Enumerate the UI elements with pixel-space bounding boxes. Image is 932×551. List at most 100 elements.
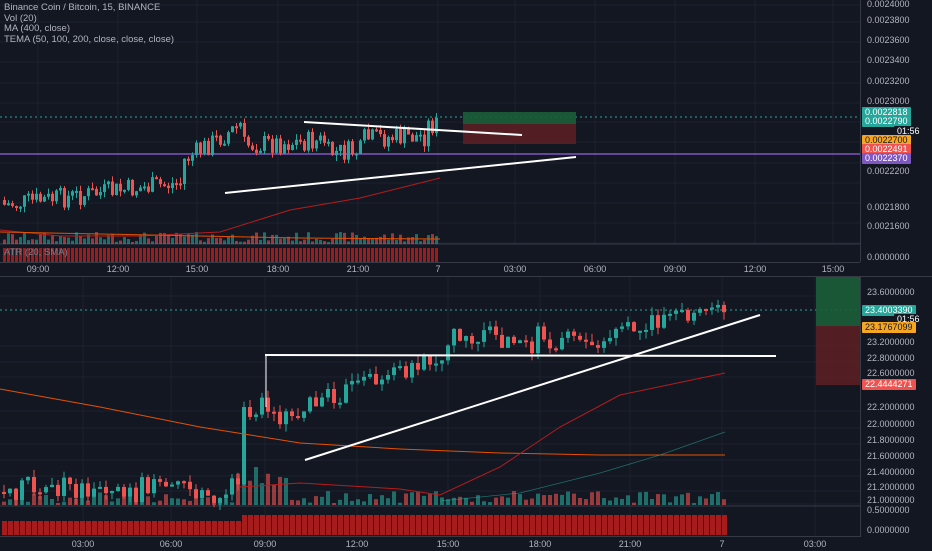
atr-bar [251,248,254,262]
atr-bar [290,515,295,535]
volume-bar [411,237,414,244]
volume-bar [140,502,144,505]
bottom-price-axis[interactable]: 23.6000000 23.2000000 22.8000000 22.6000… [860,276,932,537]
candle-body [367,129,370,140]
candle-body [343,144,346,160]
indicator-vol[interactable]: Vol (20) [4,12,37,24]
top-price-axis[interactable]: 0.0024000 0.0023800 0.0023600 0.0023400 … [860,0,932,262]
atr-bar [488,515,493,535]
candle-body [44,487,48,493]
volume-bar [15,239,18,244]
volume-bar [686,492,690,505]
candle-body [63,188,66,208]
top-chart-pane[interactable]: Binance Coin / Bitcoin, 15, BINANCE Vol … [0,0,860,262]
bottom-chart-pane[interactable] [0,276,860,537]
atr-bar [2,521,7,535]
atr-bar [427,248,430,262]
volume-bar [363,236,366,244]
top-time-axis[interactable]: 09:00 12:00 15:00 18:00 21:00 7 03:00 06… [0,262,860,277]
candle-body [134,487,138,503]
loss-zone [816,326,860,385]
atr-bar [350,515,355,535]
candle-body [506,336,510,348]
atr-bar [86,521,91,535]
candle-body [271,138,274,153]
candle-body [104,486,108,494]
atr-bar [131,248,134,262]
volume-bar [344,493,348,505]
candle-body [266,397,270,412]
candle-body [155,177,158,180]
candle-body [203,140,206,154]
volume-bar [31,239,34,244]
volume-bar [43,232,46,244]
volume-bar [171,237,174,244]
volume-bar [74,498,78,505]
atr-bar [151,248,154,262]
indicator-ma[interactable]: MA (400, close) [4,23,70,34]
x-tick: 15:00 [436,539,460,549]
atr-bar [367,248,370,262]
atr-bar [680,515,685,535]
atr-bar [127,248,130,262]
candle-body [291,145,294,150]
atr-bar [339,248,342,262]
atr-bar [26,521,31,535]
candle-body [248,407,252,417]
atr-bar [440,515,445,535]
atr-bar [332,515,337,535]
volume-bar [122,491,126,505]
candle-body [115,183,118,196]
candle-body [326,389,330,398]
volume-bar [404,493,408,505]
atr-bar [674,515,679,535]
atr-legend[interactable]: ATR (20, SMA) [4,247,68,258]
x-tick: 06:00 [583,264,607,274]
y-tick: 0.0024000 [867,0,910,9]
symbol-title[interactable]: Binance Coin / Bitcoin, 15, BINANCE [4,2,161,13]
volume-bar [224,498,228,505]
candle-body [584,339,588,342]
candle-body [55,190,58,202]
atr-bar [326,515,331,535]
volume-bar [8,499,12,505]
indicator-tema[interactable]: TEMA (50, 100, 200, close, close, close) [4,33,175,45]
atr-bar [116,521,121,535]
volume-bar [62,501,66,505]
atr-bar [75,248,78,262]
bottom-time-axis[interactable]: 03:00 06:00 09:00 12:00 15:00 18:00 21:0… [0,536,860,551]
volume-bar [116,498,120,505]
candle-body [482,330,486,342]
volume-bar [167,235,170,244]
atr-bar [218,521,223,535]
atr-bar [122,521,127,535]
atr-bar [296,515,301,535]
candle-body [656,315,660,328]
atr-bar [43,248,46,262]
candle-body [614,328,618,338]
candle-body [500,334,504,348]
atr-bar [163,248,166,262]
y-tick: 0.0023800 [867,15,910,25]
volume-bar [279,238,282,244]
atr-bar [650,515,655,535]
atr-bar [710,515,715,535]
candle-body [548,339,552,349]
volume-bar [63,237,66,244]
volume-bar [398,502,402,505]
top-legend: Binance Coin / Bitcoin, 15, BINANCE Vol … [4,2,175,45]
volume-bar [632,502,636,505]
atr-bar [7,248,10,262]
candle-body [375,129,378,132]
atr-bar [199,248,202,262]
candle-body [35,193,38,200]
bottom-price-chart[interactable] [0,277,860,537]
top-price-chart[interactable] [0,0,860,262]
atr-bar [147,248,150,262]
atr-bar [283,248,286,262]
y-tick: 0.0023000 [867,96,910,106]
candle-body [68,477,72,485]
candle-body [191,155,194,161]
atr-bar [74,521,79,535]
atr-bar [207,248,210,262]
